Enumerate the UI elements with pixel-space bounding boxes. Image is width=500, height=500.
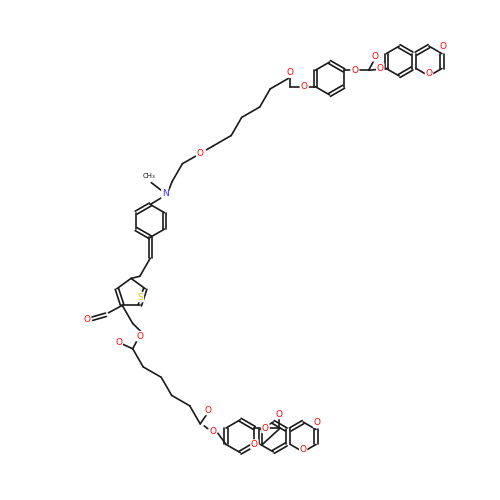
Text: CH₃: CH₃ — [142, 172, 155, 178]
Text: O: O — [426, 70, 432, 78]
Text: O: O — [84, 315, 90, 324]
Text: O: O — [314, 418, 320, 427]
Text: O: O — [251, 440, 258, 449]
Text: O: O — [276, 410, 283, 418]
Text: O: O — [136, 332, 143, 340]
Text: O: O — [300, 446, 306, 454]
Text: O: O — [377, 64, 384, 73]
Text: O: O — [287, 68, 294, 77]
Text: O: O — [204, 406, 212, 414]
Text: O: O — [351, 66, 358, 75]
Text: N: N — [162, 189, 168, 198]
Text: O: O — [262, 424, 269, 432]
Text: O: O — [372, 52, 378, 61]
Text: O: O — [440, 42, 446, 50]
Text: O: O — [210, 426, 216, 436]
Text: S: S — [138, 292, 143, 302]
Text: O: O — [301, 82, 308, 91]
Text: O: O — [116, 338, 122, 347]
Text: O: O — [197, 149, 204, 158]
